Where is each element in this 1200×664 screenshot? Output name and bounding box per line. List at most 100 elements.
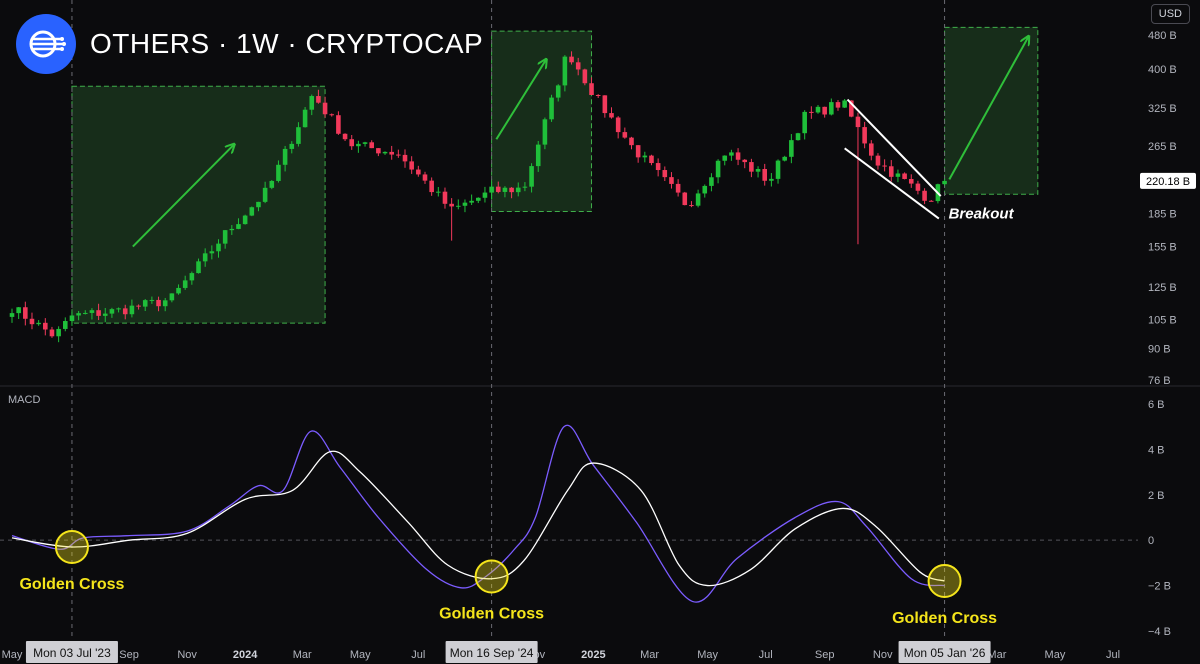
price-tick-label: 185 B (1148, 208, 1177, 220)
candle-body (802, 111, 807, 134)
price-tick-label: 76 B (1148, 375, 1171, 387)
golden-cross-marker (474, 559, 509, 594)
candle-body (342, 133, 348, 140)
candle-body (382, 151, 388, 154)
candle-body (396, 154, 401, 156)
candle-body (922, 190, 927, 201)
candle-body (775, 160, 781, 179)
candle-body (689, 205, 694, 207)
candle-body (43, 322, 48, 330)
candle-body (622, 132, 628, 138)
x-tick-label: May (697, 649, 718, 661)
x-tick-label: 2024 (233, 649, 258, 661)
candle-body (16, 307, 21, 314)
candle-body (256, 201, 261, 208)
chart-header: OTHERS · 1W · CRYPTOCAP (16, 14, 483, 74)
candle-body (369, 142, 374, 149)
x-tick-label: Mar (987, 649, 1006, 661)
currency-button[interactable]: USD (1150, 4, 1190, 24)
x-tick-label: Nov (873, 649, 893, 661)
price-tick-label: 155 B (1148, 242, 1177, 254)
candle-body (942, 180, 947, 185)
breakout-annotation: Breakout (949, 206, 1015, 223)
price-tick-label: 400 B (1148, 64, 1177, 76)
candle-body (29, 318, 35, 325)
candle-body (742, 159, 748, 163)
candle-body (82, 312, 88, 314)
candle-body (229, 228, 235, 231)
macd-tick-label: 6 B (1148, 399, 1165, 411)
candle-body (549, 97, 554, 120)
x-tick-label: Sep (119, 649, 139, 661)
candle-body (589, 83, 594, 95)
candle-body (23, 307, 28, 319)
candle-body (575, 62, 581, 70)
candle-body (109, 309, 115, 314)
candle-body (136, 305, 141, 307)
candle-body (482, 192, 488, 198)
candle-body (562, 56, 568, 86)
candle-body (116, 308, 121, 310)
price-tick-label: 90 B (1148, 343, 1171, 355)
candle-body (329, 114, 335, 116)
golden-cross-label: Golden Cross (892, 610, 997, 627)
candle-body (142, 300, 148, 307)
candle-body (122, 308, 128, 315)
candle-body (702, 185, 708, 194)
candle-body (642, 155, 648, 158)
candle-body (915, 183, 921, 191)
candle-body (316, 96, 321, 103)
candle-body (282, 148, 288, 165)
candle-body (555, 85, 561, 98)
candle-body (475, 197, 481, 201)
crosshair-date-label: Mon 05 Jan '26 (904, 646, 986, 660)
price-tick-label: 480 B (1148, 30, 1177, 42)
candle-body (515, 187, 521, 193)
candle-body (222, 230, 228, 244)
wedge-line (844, 147, 940, 220)
candle-body (629, 137, 634, 146)
last-price-label: 220.18 B (1146, 176, 1190, 188)
price-tick-label: 325 B (1148, 103, 1177, 115)
candle-body (875, 155, 881, 166)
price-tick-label: 265 B (1148, 141, 1177, 153)
candle-body (322, 102, 328, 115)
candle-body (735, 152, 741, 160)
candle-body (882, 165, 887, 167)
candle-body (429, 180, 434, 193)
candle-body (755, 169, 761, 172)
candle-body (722, 155, 728, 161)
candle-body (49, 329, 55, 337)
macd-tick-label: −4 B (1148, 626, 1171, 638)
candle-body (56, 328, 61, 337)
candle-body (682, 192, 688, 206)
x-tick-label: May (1045, 649, 1066, 661)
x-tick-label: May (350, 649, 371, 661)
x-tick-label: Mar (640, 649, 659, 661)
last-price-badge (1140, 172, 1196, 189)
candle-body (542, 119, 548, 145)
candle-body (36, 322, 41, 325)
candle-body (336, 115, 341, 134)
candle-body (595, 94, 601, 96)
candle-body (849, 100, 854, 117)
candle-body (76, 313, 81, 316)
candle-body (908, 178, 914, 184)
candle-body (522, 186, 528, 188)
candle-body (928, 200, 934, 202)
candle-body (855, 116, 861, 128)
candle-body (436, 191, 441, 193)
golden-cross-label: Golden Cross (439, 605, 544, 622)
candle-body (495, 186, 501, 192)
candle-body (289, 143, 295, 149)
candle-body (196, 261, 201, 274)
candle-body (296, 127, 301, 144)
candle-body (216, 243, 221, 252)
candle-body (202, 253, 208, 262)
candle-body (389, 151, 394, 155)
candle-body (888, 166, 894, 177)
candle-body (662, 170, 668, 178)
candle-body (276, 164, 281, 181)
candle-body (69, 315, 75, 322)
